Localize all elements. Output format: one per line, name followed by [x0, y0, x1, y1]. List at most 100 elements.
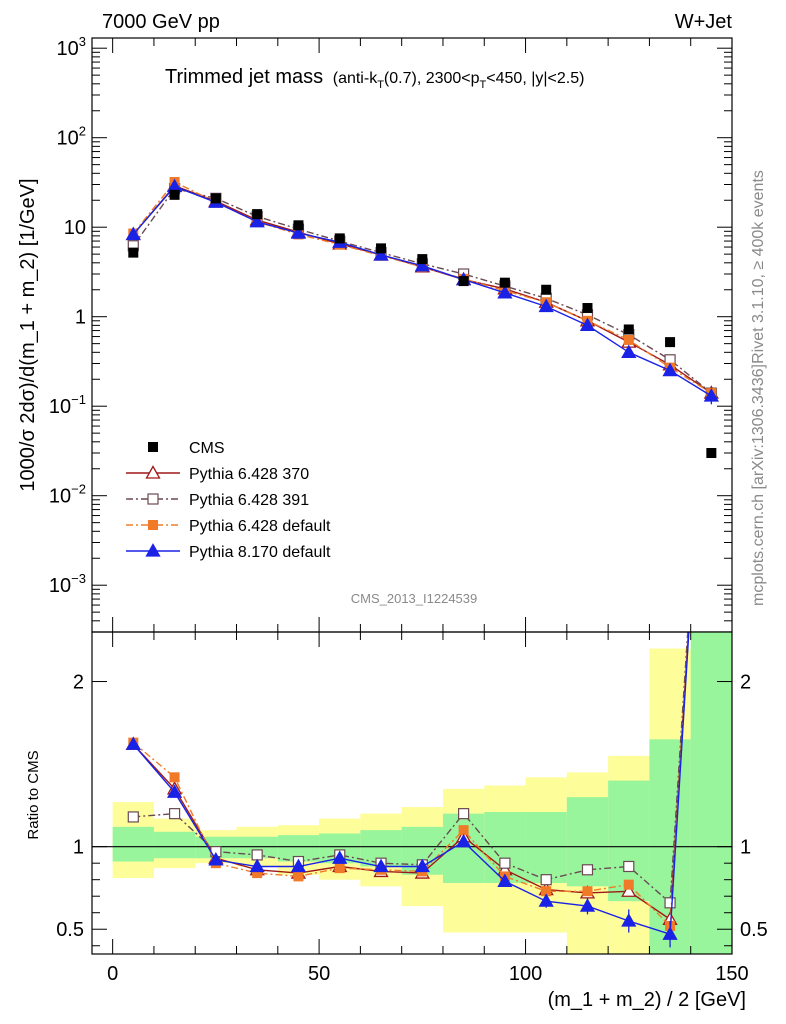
series-line: [132, 185, 712, 397]
data-point: [293, 871, 304, 882]
x-tick-label: 150: [715, 963, 748, 985]
mcplots-label: mcplots.cern.ch [arXiv:1306.3436]: [750, 364, 767, 606]
y-tick-label: 103: [57, 34, 86, 60]
data-point: [334, 233, 345, 244]
y-tick-label: 1: [75, 307, 86, 329]
data-point: [541, 886, 552, 897]
plot-title-sub: (anti-kT(0.7), 2300<pT<450, |y|<2.5): [333, 70, 585, 91]
data-point: [623, 879, 634, 890]
data-point: [127, 811, 139, 823]
y-tick-label: 10−2: [49, 482, 86, 508]
data-point: [623, 860, 635, 873]
ratio-frame: [91, 631, 733, 955]
ratio-series-pythia-8-170-default: [125, 632, 690, 948]
main-frame: [91, 37, 733, 633]
series-line: [132, 187, 712, 394]
legend-label: Pythia 6.428 391: [189, 492, 309, 509]
data-point: [581, 864, 594, 876]
data-point: [417, 254, 428, 265]
legend-label: CMS: [189, 440, 225, 457]
y-tick-label: 10−1: [49, 392, 86, 418]
series-cms: [128, 189, 717, 458]
xlabel: (m_1 + m_2) / 2 [GeV]: [548, 989, 746, 1011]
data-point: [373, 858, 389, 873]
plot-title: Trimmed jet mass (anti-kT(0.7), 2300<pT<…: [165, 66, 584, 91]
legend-marker: [148, 442, 158, 452]
data-point: [414, 258, 430, 272]
data-point: [582, 303, 593, 314]
legend-marker: [148, 520, 158, 530]
inner-band: [236, 836, 278, 859]
data-point: [579, 898, 596, 912]
legend-entry: Pythia 6.428 default: [126, 518, 331, 535]
plot-title-main: Trimmed jet mass: [165, 66, 323, 88]
data-point: [332, 850, 348, 864]
series-line: [132, 632, 690, 928]
data-point: [414, 858, 430, 873]
legend-marker: [145, 465, 161, 479]
data-point: [125, 226, 141, 241]
main-plot-area: [125, 176, 719, 458]
series-pythia-8-170-default: [125, 178, 719, 405]
data-point: [210, 193, 221, 204]
legend-entry: Pythia 6.428 370: [126, 465, 309, 483]
data-point: [251, 849, 263, 861]
data-point: [252, 209, 263, 220]
data-point: [458, 808, 470, 820]
y-tick-label: 10: [64, 217, 86, 239]
data-point: [455, 833, 472, 848]
data-point: [664, 897, 676, 909]
legend-entry: Pythia 8.170 default: [126, 543, 331, 561]
data-point: [290, 858, 307, 873]
legend-label: Pythia 6.428 370: [189, 466, 309, 483]
series-pythia-6-428-391: [127, 182, 717, 399]
data-point: [252, 868, 263, 879]
data-point: [208, 852, 224, 866]
inner-band: [153, 831, 196, 859]
data-point: [665, 337, 676, 348]
data-point: [168, 808, 181, 820]
data-point: [128, 247, 139, 258]
inner-band: [690, 632, 732, 954]
data-point: [499, 277, 510, 288]
data-point: [293, 220, 304, 231]
header-left: 7000 GeV pp: [102, 11, 220, 33]
data-point: [458, 276, 469, 287]
data-point: [376, 243, 387, 254]
legend-marker: [147, 493, 159, 505]
data-point: [249, 858, 265, 873]
series-pythia-6-428-370: [125, 177, 719, 399]
series-pythia-6-428-default: [128, 176, 717, 399]
y-tick-label: 1: [73, 837, 84, 859]
legend-marker: [145, 543, 161, 557]
y-tick-label-right: 2: [740, 672, 751, 694]
data-point: [621, 344, 637, 358]
data-point: [290, 225, 307, 239]
data-point: [334, 863, 345, 874]
data-point: [623, 334, 634, 345]
series-line: [132, 184, 712, 394]
data-point: [373, 247, 389, 261]
legend-entry: Pythia 6.428 391: [126, 492, 309, 509]
y-tick-label: 0.5: [56, 919, 84, 941]
header-right: W+Jet: [675, 11, 733, 33]
data-point: [540, 874, 552, 886]
data-point: [169, 772, 180, 783]
y-tick-label-right: 0.5: [740, 919, 768, 941]
series-line: [132, 181, 712, 394]
data-point: [166, 784, 183, 798]
data-point: [125, 736, 141, 750]
data-point: [703, 388, 719, 402]
legend-label: Pythia 6.428 default: [189, 518, 331, 535]
y-tick-label-right: 1: [740, 837, 751, 859]
uncertainty-bands: [112, 632, 732, 954]
analysis-id: CMS_2013_I1224539: [351, 591, 478, 606]
data-point: [621, 913, 637, 927]
data-point: [538, 298, 554, 313]
data-point: [497, 873, 513, 887]
ratio-axes: 0.5 0.5 1 1 2 2 0 50 100 150: [56, 631, 768, 985]
data-point: [662, 362, 678, 377]
x-tick-label: 50: [308, 963, 330, 985]
rivet-label: Rivet 3.1.10, ≥ 400k events: [750, 170, 767, 364]
